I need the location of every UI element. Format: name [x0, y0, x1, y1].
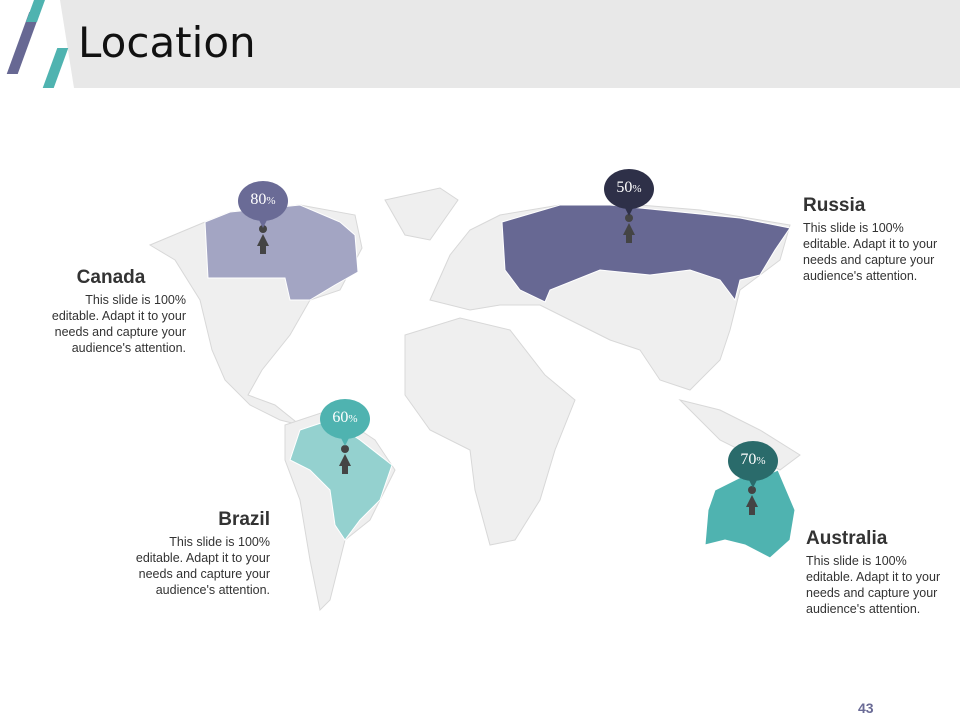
page-title: Location — [78, 18, 256, 67]
russia-description: This slide is 100% editable. Adapt it to… — [803, 221, 938, 283]
page-number: 43 — [858, 700, 874, 716]
africa — [404, 317, 576, 546]
australia-title: Australia — [806, 528, 888, 549]
canada-percent-pin: 80% — [238, 181, 288, 228]
brazil-percent-pin: 60% — [320, 399, 370, 446]
australia-info: Australia This slide is 100% editable. A… — [806, 528, 956, 617]
canada-description: This slide is 100% editable. Adapt it to… — [51, 293, 186, 355]
australia-description: This slide is 100% editable. Adapt it to… — [806, 554, 941, 616]
brazil-title: Brazil — [218, 509, 270, 530]
canada-info: Canada This slide is 100% editable. Adap… — [36, 267, 186, 356]
greenland — [384, 187, 459, 241]
header-bar — [60, 0, 960, 88]
russia-title: Russia — [803, 195, 866, 216]
russia-percent-pin: 50% — [604, 169, 654, 216]
russia-info: Russia This slide is 100% editable. Adap… — [803, 195, 953, 284]
canada-region — [204, 204, 359, 301]
brazil-info: Brazil This slide is 100% editable. Adap… — [120, 509, 270, 598]
australia-percent-pin: 70% — [728, 441, 778, 488]
canada-title: Canada — [76, 267, 146, 288]
brazil-description: This slide is 100% editable. Adapt it to… — [135, 535, 270, 597]
russia-region — [501, 204, 791, 303]
